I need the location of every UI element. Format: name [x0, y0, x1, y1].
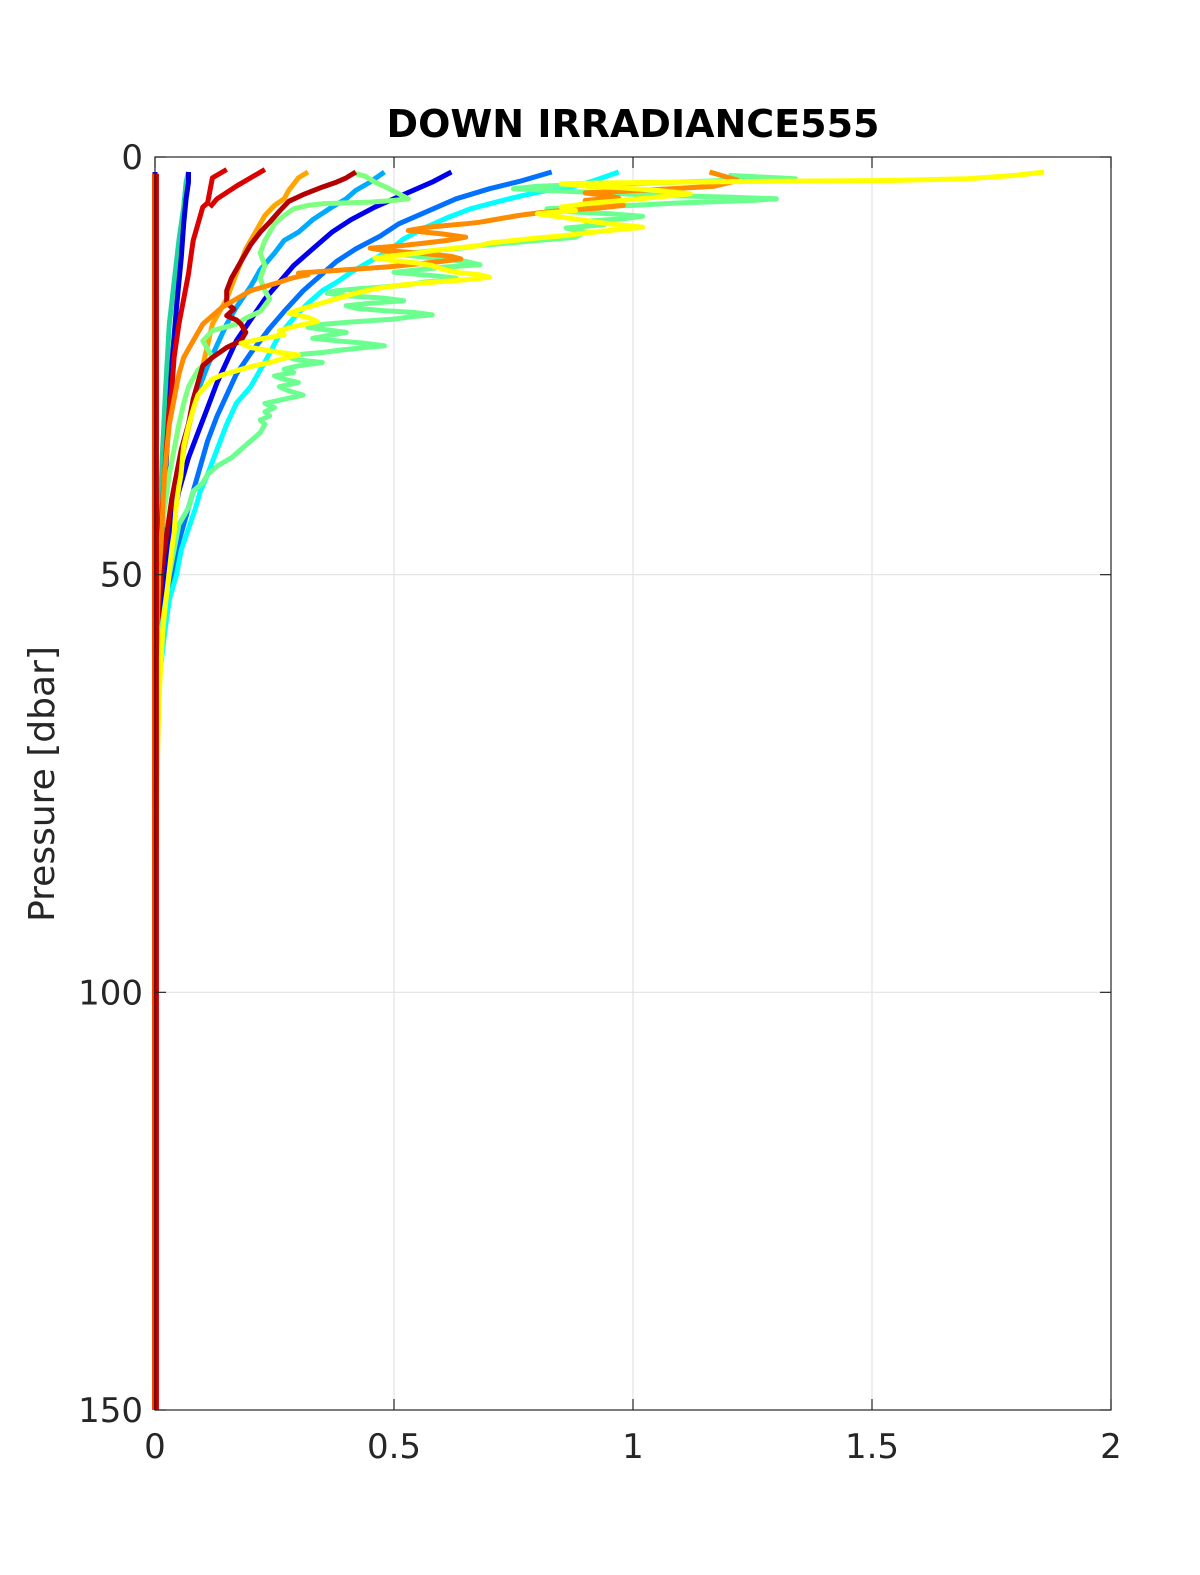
- series-line-10: [152, 169, 620, 1411]
- y-tick-label: 100: [78, 973, 143, 1013]
- tick-marks: [154, 156, 1112, 1411]
- series-line-5: [208, 167, 267, 209]
- x-tick-label: 0.5: [367, 1427, 421, 1467]
- y-axis-label: Pressure [dbar]: [22, 646, 63, 922]
- y-tick-label: 0: [121, 138, 143, 178]
- series-line-12: [152, 169, 358, 1411]
- x-tick-label: 1: [622, 1427, 644, 1467]
- y-tick-label: 150: [78, 1391, 143, 1431]
- grid-lines: [155, 157, 1111, 1410]
- series-line-15: [152, 169, 1045, 1411]
- y-tick-labels: 0 50 100 150: [78, 138, 143, 1431]
- y-tick-label: 50: [100, 556, 143, 596]
- chart-title: DOWN IRRADIANCE555: [387, 102, 880, 146]
- x-tick-labels: 0 0.5 1 1.5 2: [144, 1427, 1122, 1467]
- series-line-11: [152, 171, 411, 1411]
- series-line-14: [152, 169, 741, 1411]
- x-tick-label: 1.5: [845, 1427, 899, 1467]
- x-tick-label: 2: [1100, 1427, 1122, 1467]
- x-tick-label: 0: [144, 1427, 166, 1467]
